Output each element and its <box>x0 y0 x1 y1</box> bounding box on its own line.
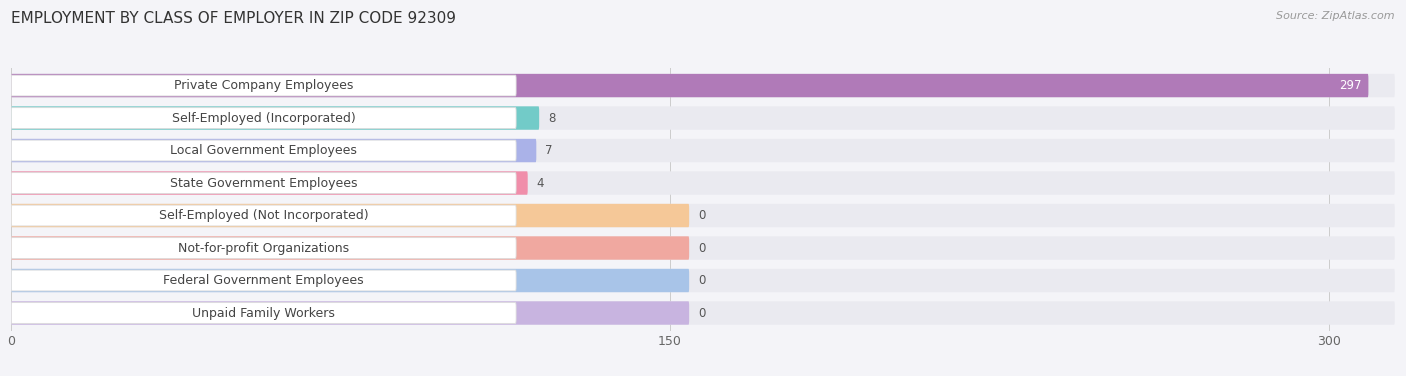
FancyBboxPatch shape <box>11 269 1395 292</box>
Text: 8: 8 <box>548 112 555 124</box>
Text: 7: 7 <box>546 144 553 157</box>
FancyBboxPatch shape <box>11 237 689 260</box>
Text: 0: 0 <box>697 209 706 222</box>
FancyBboxPatch shape <box>11 140 516 161</box>
FancyBboxPatch shape <box>11 301 689 325</box>
Text: Source: ZipAtlas.com: Source: ZipAtlas.com <box>1277 11 1395 21</box>
Text: 0: 0 <box>697 306 706 320</box>
Text: Local Government Employees: Local Government Employees <box>170 144 357 157</box>
FancyBboxPatch shape <box>11 75 516 96</box>
FancyBboxPatch shape <box>11 173 516 193</box>
Text: 0: 0 <box>697 274 706 287</box>
FancyBboxPatch shape <box>11 171 1395 195</box>
Text: Federal Government Employees: Federal Government Employees <box>163 274 364 287</box>
FancyBboxPatch shape <box>11 237 1395 260</box>
Text: Unpaid Family Workers: Unpaid Family Workers <box>193 306 335 320</box>
Text: EMPLOYMENT BY CLASS OF EMPLOYER IN ZIP CODE 92309: EMPLOYMENT BY CLASS OF EMPLOYER IN ZIP C… <box>11 11 457 26</box>
FancyBboxPatch shape <box>11 106 538 130</box>
FancyBboxPatch shape <box>11 303 516 323</box>
FancyBboxPatch shape <box>11 270 516 291</box>
FancyBboxPatch shape <box>11 108 516 129</box>
FancyBboxPatch shape <box>11 205 516 226</box>
FancyBboxPatch shape <box>11 269 689 292</box>
FancyBboxPatch shape <box>11 74 1368 97</box>
Text: 0: 0 <box>697 241 706 255</box>
FancyBboxPatch shape <box>11 301 1395 325</box>
Text: 4: 4 <box>537 177 544 190</box>
FancyBboxPatch shape <box>11 204 1395 227</box>
FancyBboxPatch shape <box>11 139 536 162</box>
Text: Not-for-profit Organizations: Not-for-profit Organizations <box>179 241 349 255</box>
FancyBboxPatch shape <box>11 139 1395 162</box>
Text: Self-Employed (Not Incorporated): Self-Employed (Not Incorporated) <box>159 209 368 222</box>
FancyBboxPatch shape <box>11 74 1395 97</box>
FancyBboxPatch shape <box>11 106 1395 130</box>
Text: State Government Employees: State Government Employees <box>170 177 357 190</box>
FancyBboxPatch shape <box>11 238 516 258</box>
Text: Private Company Employees: Private Company Employees <box>174 79 353 92</box>
FancyBboxPatch shape <box>11 204 689 227</box>
FancyBboxPatch shape <box>11 171 527 195</box>
Text: Self-Employed (Incorporated): Self-Employed (Incorporated) <box>172 112 356 124</box>
Text: 297: 297 <box>1340 79 1362 92</box>
